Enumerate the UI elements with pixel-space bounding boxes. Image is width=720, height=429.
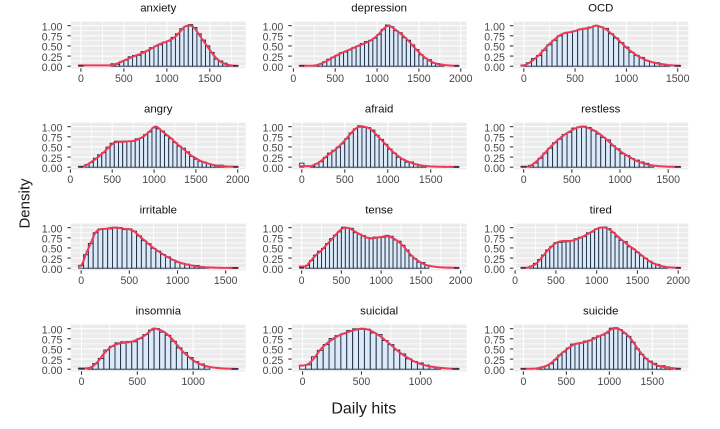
svg-text:1500: 1500 <box>184 174 208 186</box>
svg-text:1.00: 1.00 <box>263 122 284 134</box>
svg-text:0: 0 <box>78 73 84 85</box>
svg-text:Density: Density <box>17 178 34 229</box>
svg-text:0: 0 <box>290 73 296 85</box>
svg-text:500: 500 <box>333 275 351 287</box>
svg-text:1500: 1500 <box>641 376 665 388</box>
svg-text:1000: 1000 <box>615 73 639 85</box>
svg-text:1.00: 1.00 <box>484 122 505 134</box>
svg-text:0: 0 <box>299 174 305 186</box>
svg-text:1500: 1500 <box>407 73 431 85</box>
svg-text:1500: 1500 <box>419 174 443 186</box>
svg-text:0: 0 <box>67 174 73 186</box>
svg-text:500: 500 <box>115 73 133 85</box>
svg-text:1.00: 1.00 <box>263 21 284 33</box>
svg-text:1.00: 1.00 <box>484 324 505 336</box>
svg-text:Daily hits: Daily hits <box>331 401 396 418</box>
svg-text:500: 500 <box>563 174 581 186</box>
svg-text:1500: 1500 <box>214 275 238 287</box>
svg-text:1500: 1500 <box>666 73 690 85</box>
svg-text:insomnia: insomnia <box>135 306 181 318</box>
svg-text:1000: 1000 <box>608 174 632 186</box>
svg-text:1000: 1000 <box>365 73 389 85</box>
svg-text:1000: 1000 <box>598 376 622 388</box>
svg-text:0: 0 <box>78 275 84 287</box>
svg-text:1000: 1000 <box>409 376 433 388</box>
svg-text:tense: tense <box>365 205 393 217</box>
svg-text:1500: 1500 <box>656 174 680 186</box>
svg-text:angry: angry <box>144 104 173 116</box>
svg-text:500: 500 <box>353 376 371 388</box>
svg-text:0: 0 <box>512 275 518 287</box>
svg-text:500: 500 <box>120 275 138 287</box>
svg-text:500: 500 <box>128 376 146 388</box>
svg-text:1.00: 1.00 <box>42 21 63 33</box>
svg-text:500: 500 <box>547 275 565 287</box>
svg-text:suicidal: suicidal <box>360 306 398 318</box>
svg-text:1.00: 1.00 <box>484 223 505 235</box>
svg-text:1000: 1000 <box>369 275 393 287</box>
svg-text:0: 0 <box>520 376 526 388</box>
svg-text:OCD: OCD <box>588 3 613 15</box>
svg-text:1000: 1000 <box>142 174 166 186</box>
svg-text:afraid: afraid <box>365 104 394 116</box>
svg-text:1.00: 1.00 <box>484 21 505 33</box>
svg-text:1500: 1500 <box>409 275 433 287</box>
svg-text:1.00: 1.00 <box>42 324 63 336</box>
svg-text:0: 0 <box>79 376 85 388</box>
svg-text:500: 500 <box>558 376 576 388</box>
svg-text:restless: restless <box>581 104 621 116</box>
svg-text:irritable: irritable <box>140 205 177 217</box>
svg-text:1500: 1500 <box>626 275 650 287</box>
svg-text:500: 500 <box>103 174 121 186</box>
svg-text:2000: 2000 <box>449 275 473 287</box>
svg-text:1.00: 1.00 <box>42 122 63 134</box>
svg-text:0: 0 <box>299 275 305 287</box>
svg-text:500: 500 <box>566 73 584 85</box>
svg-text:suicide: suicide <box>583 306 618 318</box>
svg-text:500: 500 <box>336 174 354 186</box>
svg-text:anxiety: anxiety <box>140 3 176 15</box>
svg-text:1.00: 1.00 <box>263 223 284 235</box>
svg-text:1000: 1000 <box>155 73 179 85</box>
svg-text:1.00: 1.00 <box>263 324 284 336</box>
svg-text:0: 0 <box>521 73 527 85</box>
svg-text:depression: depression <box>351 3 407 15</box>
svg-text:2000: 2000 <box>449 73 473 85</box>
svg-text:0: 0 <box>300 376 306 388</box>
svg-text:1000: 1000 <box>376 174 400 186</box>
svg-text:1000: 1000 <box>181 376 205 388</box>
svg-text:2000: 2000 <box>666 275 690 287</box>
svg-text:0: 0 <box>521 174 527 186</box>
svg-text:2000: 2000 <box>226 174 250 186</box>
svg-text:1.00: 1.00 <box>42 223 63 235</box>
svg-text:1500: 1500 <box>198 73 222 85</box>
svg-text:1000: 1000 <box>585 275 609 287</box>
svg-text:1000: 1000 <box>166 275 190 287</box>
svg-text:500: 500 <box>326 73 344 85</box>
svg-text:tired: tired <box>590 205 612 217</box>
